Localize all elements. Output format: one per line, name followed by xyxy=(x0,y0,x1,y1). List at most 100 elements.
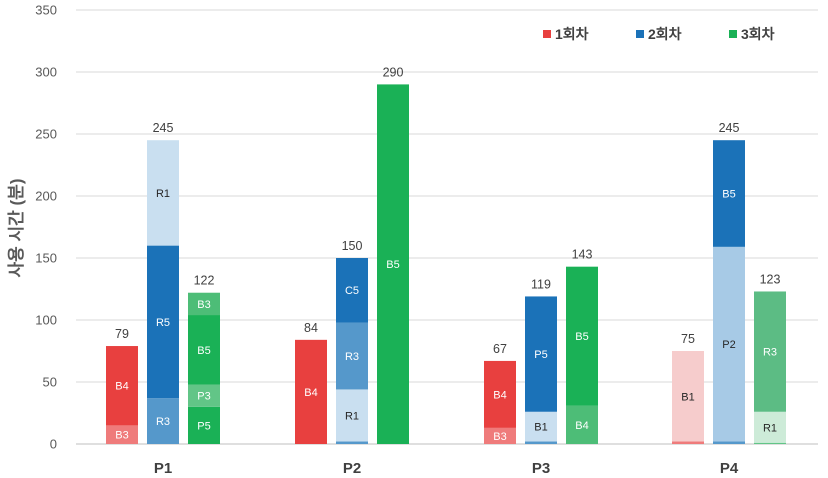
segment-label: B4 xyxy=(304,387,317,399)
bar-segment xyxy=(188,384,220,407)
bar-segment xyxy=(672,441,704,444)
x-tick-label: P1 xyxy=(154,460,172,477)
segment-label: P5 xyxy=(197,420,210,432)
bar-total-label: 245 xyxy=(719,121,740,135)
bar-segment xyxy=(147,245,179,399)
segment-label: R1 xyxy=(156,188,170,200)
bar-segment xyxy=(295,339,327,444)
bar-P3-2회차: B1 P5 119 xyxy=(525,277,557,444)
y-axis-label: 사용 시간 (분) xyxy=(7,179,26,278)
y-tick-label: 200 xyxy=(35,189,57,204)
bar-P3-1회차: B3 B4 67 xyxy=(484,342,516,444)
gridlines xyxy=(76,9,818,445)
bar-total-label: 67 xyxy=(493,342,507,356)
bar-total-label: 75 xyxy=(681,332,695,346)
bar-segment xyxy=(713,140,745,247)
x-tick-label: P2 xyxy=(343,460,361,477)
bar-segment xyxy=(336,258,368,323)
bar-segment xyxy=(336,389,368,442)
segment-label: R5 xyxy=(156,317,170,329)
bar-P2-3회차: B5 290 xyxy=(377,65,409,445)
legend-label: 2회차 xyxy=(648,26,682,42)
bar-segment xyxy=(672,351,704,442)
bar-segment xyxy=(147,140,179,246)
bar-P3-3회차: B4 B5 143 xyxy=(566,248,598,444)
y-tick-label: 250 xyxy=(35,127,57,142)
x-tick-label: P3 xyxy=(532,460,550,477)
bar-segment xyxy=(525,441,557,444)
segment-label: R1 xyxy=(763,422,777,434)
bar-segment xyxy=(525,411,557,442)
bar-segment xyxy=(188,292,220,316)
bar-segment xyxy=(525,296,557,412)
bar-segment xyxy=(336,441,368,444)
segment-label: B3 xyxy=(115,430,128,442)
bar-total-label: 245 xyxy=(153,121,174,135)
segment-label: B4 xyxy=(115,381,128,393)
legend-swatch xyxy=(636,30,644,38)
bar-total-label: 122 xyxy=(194,274,215,288)
bar-P4-1회차: B1 75 xyxy=(672,332,704,444)
segment-label: R3 xyxy=(763,347,777,359)
segment-label: B4 xyxy=(493,389,506,401)
bar-P1-1회차: B3 B4 79 xyxy=(106,327,138,444)
y-tick-label: 300 xyxy=(35,65,57,80)
y-tick-label: 350 xyxy=(35,3,57,18)
bar-P4-2회차: P2 B5 245 xyxy=(713,121,745,444)
segment-label: P2 xyxy=(722,339,735,351)
legend-label: 1회차 xyxy=(555,26,589,42)
x-tick-label: P4 xyxy=(720,460,739,477)
segment-label: R1 xyxy=(345,410,359,422)
segment-label: R3 xyxy=(156,416,170,428)
bar-P2-2회차: R1 R3 C5 150 xyxy=(336,239,368,444)
y-tick-label: 0 xyxy=(50,437,57,452)
bar-segment xyxy=(377,84,409,445)
bar-segment xyxy=(713,246,745,442)
segment-label: B5 xyxy=(386,259,399,271)
segment-label: B5 xyxy=(197,345,210,357)
segment-label: B4 xyxy=(575,420,588,432)
bar-segment xyxy=(147,398,179,444)
segment-label: B5 xyxy=(575,331,588,343)
segment-label: B1 xyxy=(534,422,547,434)
segment-label: B3 xyxy=(493,431,506,443)
bar-total-label: 84 xyxy=(304,321,318,335)
bar-P1-3회차: P5 P3 B5 B3 122 xyxy=(188,274,220,444)
segment-label: C5 xyxy=(345,285,359,297)
segment-label: B5 xyxy=(722,189,735,201)
segment-label: P3 xyxy=(197,391,210,403)
bar-total-label: 119 xyxy=(531,277,551,291)
segment-label: B3 xyxy=(197,299,210,311)
bars: B3 B4 79 R3 R5 R1 245 P5 P3 B5 B3 122 B4 84 R1 R3 C5 150 B… xyxy=(106,65,786,445)
legend: 1회차 2회차 3회차 xyxy=(543,26,775,42)
bar-segment xyxy=(754,411,786,443)
bar-segment xyxy=(106,425,138,444)
segment-label: R3 xyxy=(345,351,359,363)
bar-total-label: 79 xyxy=(115,327,129,341)
bar-segment xyxy=(106,346,138,426)
legend-swatch xyxy=(543,30,551,38)
bar-segment xyxy=(484,360,516,428)
bar-total-label: 123 xyxy=(760,272,781,286)
segment-label: P5 xyxy=(534,349,547,361)
bar-segment xyxy=(754,291,786,412)
bar-P1-2회차: R3 R5 R1 245 xyxy=(147,121,179,444)
legend-swatch xyxy=(729,30,737,38)
bar-P4-3회차: R1 R3 123 xyxy=(754,272,786,444)
bar-total-label: 150 xyxy=(342,239,363,253)
segment-label: B1 xyxy=(681,391,694,403)
bar-segment xyxy=(566,266,598,406)
x-axis-ticks: P1 P2 P3 P4 xyxy=(154,460,739,477)
legend-label: 3회차 xyxy=(741,26,775,42)
bar-P2-1회차: B4 84 xyxy=(295,321,327,444)
bar-segment xyxy=(566,405,598,444)
y-tick-label: 50 xyxy=(43,375,57,390)
bar-segment xyxy=(713,441,745,444)
y-tick-label: 100 xyxy=(35,313,57,328)
y-tick-label: 150 xyxy=(35,251,57,266)
bar-segment xyxy=(754,442,786,444)
bar-segment xyxy=(484,427,516,444)
bar-segment xyxy=(336,322,368,390)
y-axis-ticks: 0 50 100 150 200 250 300 350 xyxy=(35,3,57,452)
